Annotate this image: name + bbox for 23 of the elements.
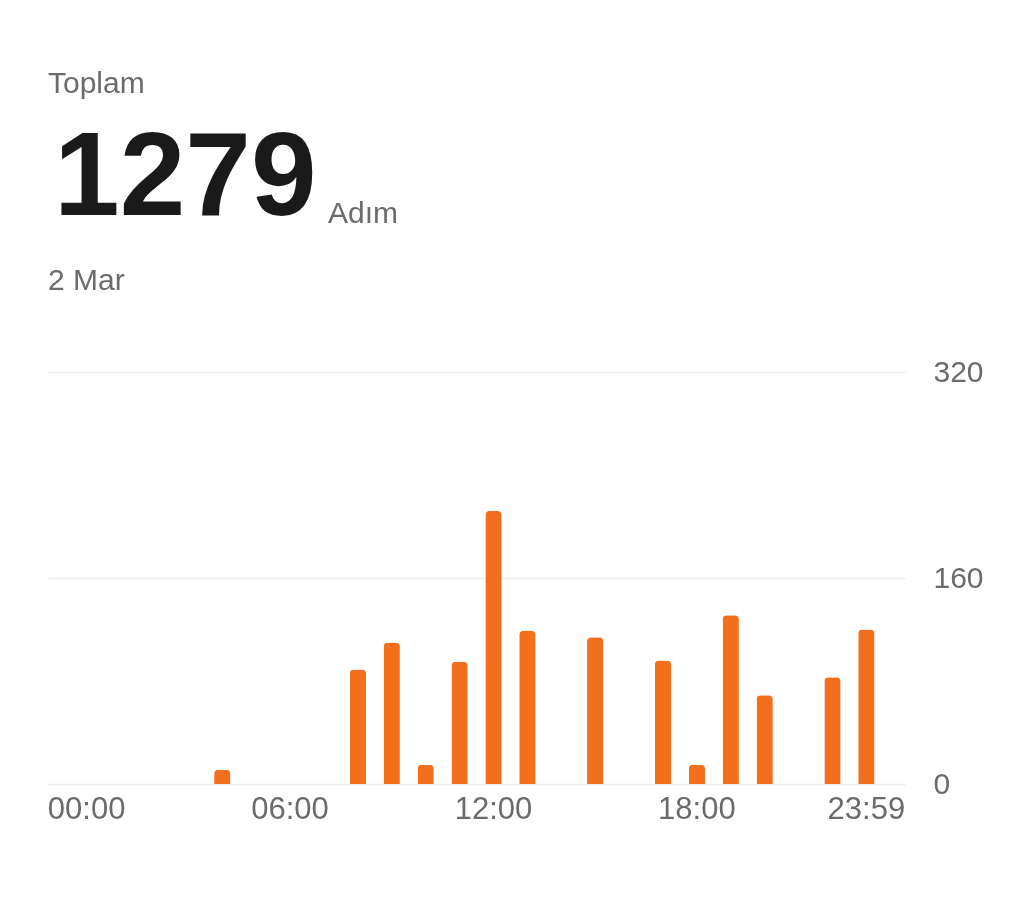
bar — [587, 637, 604, 784]
bar — [485, 511, 502, 784]
x-tick-label: 18:00 — [658, 790, 736, 826]
bar — [349, 669, 366, 784]
y-tick-label: 0 — [933, 766, 951, 800]
bar — [383, 642, 400, 784]
y-tick-label: 320 — [933, 354, 984, 388]
x-tick-label: 12:00 — [454, 790, 533, 826]
bar — [654, 660, 672, 784]
bar — [858, 629, 875, 784]
chart-title: Toplam — [48, 66, 145, 99]
bar — [824, 677, 841, 784]
x-tick-label: 23:59 — [827, 790, 906, 826]
x-tick-label: 00:00 — [47, 790, 126, 826]
x-tick-label: 06:00 — [251, 790, 329, 826]
bar — [451, 661, 468, 784]
text: Adım — [328, 196, 399, 229]
y-tick-label: 160 — [933, 560, 984, 594]
bar — [722, 615, 739, 784]
text: 1279 — [54, 108, 317, 240]
bar — [519, 630, 536, 784]
bar — [756, 695, 773, 784]
text: 2 Mar — [48, 263, 125, 296]
